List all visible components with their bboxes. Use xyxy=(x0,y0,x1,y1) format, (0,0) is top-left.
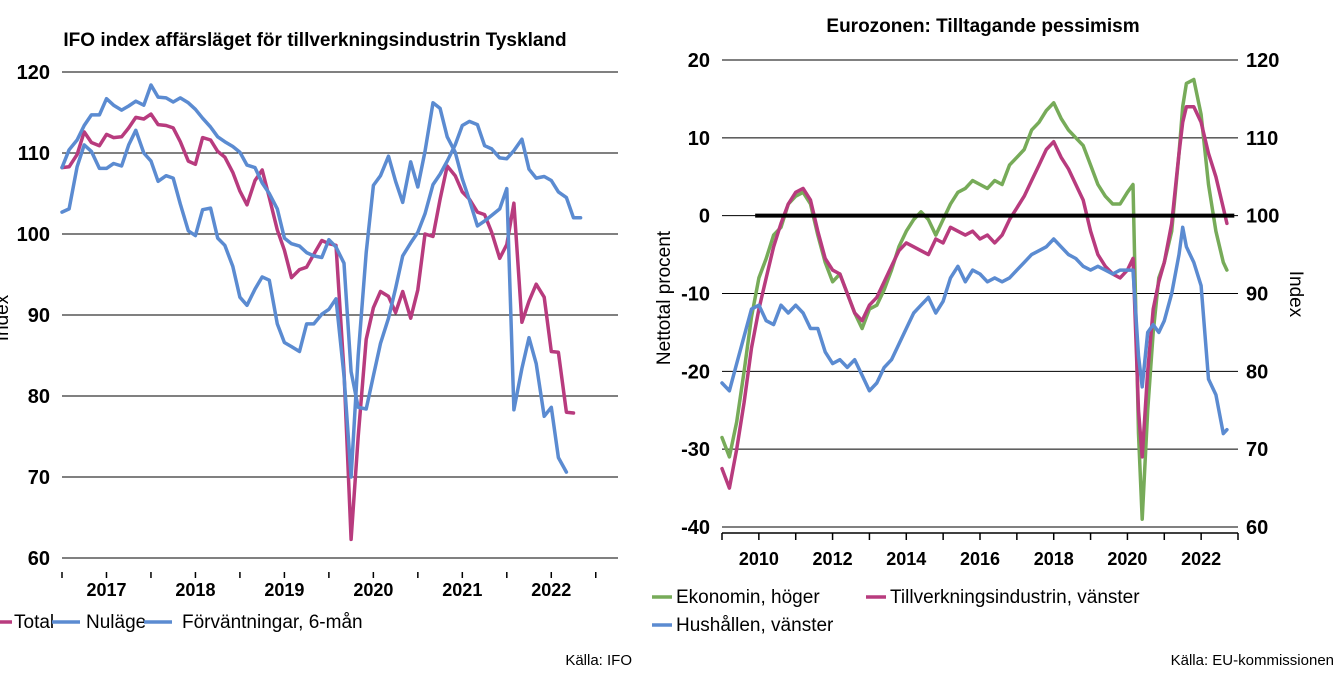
ifo-x-tick-label: 2022 xyxy=(531,580,571,600)
ifo-y-tick-label: 120 xyxy=(17,62,50,84)
ifo-x-tick-label: 2018 xyxy=(175,580,215,600)
eurozone-left-tick-label: -30 xyxy=(681,439,710,461)
legend-label-nulage: Nuläge xyxy=(86,612,146,633)
ifo-x-tick-label: 2021 xyxy=(442,580,482,600)
series-line-nulage xyxy=(60,83,583,411)
ifo-x-tick-label: 2019 xyxy=(264,580,304,600)
eurozone-left-tick-label: 10 xyxy=(688,128,710,150)
legend-label-forvantningar-6-man: Förväntningar, 6-mån xyxy=(182,612,363,633)
eurozone-left-axis-label: Nettotal procent xyxy=(654,230,675,365)
ifo-y-axis-label: Index xyxy=(0,294,13,341)
eurozone-series-group xyxy=(720,77,1229,521)
eurozone-left-tick-label: -20 xyxy=(681,361,710,383)
eurozone-right-tick-label: 70 xyxy=(1246,439,1268,461)
eurozone-x-tick-label: 2018 xyxy=(1034,549,1074,569)
series-line-ekonomin-hoger xyxy=(720,77,1229,521)
eurozone-right-axis-label: Index xyxy=(1285,271,1306,318)
ifo-legend: Total Nuläge Förväntningar, 6-mån xyxy=(0,612,363,633)
eurozone-right-tick-label: 100 xyxy=(1246,206,1279,228)
ifo-y-tick-label: 70 xyxy=(28,467,50,489)
ifo-y-tick-label: 80 xyxy=(28,386,50,408)
legend-label-ekonomin-hoger: Ekonomin, höger xyxy=(676,587,820,608)
ifo-x-tick-label: 2017 xyxy=(86,580,126,600)
ifo-chart: IFO index affärsläget för tillverkningsi… xyxy=(0,30,632,669)
eurozone-x-tick-label: 2020 xyxy=(1107,549,1147,569)
ifo-x-tick-label: 2020 xyxy=(353,580,393,600)
eurozone-right-y-axis: 60 70 80 90 100 110 120 xyxy=(1246,50,1279,539)
eurozone-left-tick-label: 20 xyxy=(688,50,710,72)
eurozone-x-tick-label: 2014 xyxy=(886,549,926,569)
eurozone-x-tick-label: 2022 xyxy=(1181,549,1221,569)
eurozone-legend: Ekonomin, höger Tillverkningsindustrin, v… xyxy=(652,587,1140,636)
ifo-source: Källa: IFO xyxy=(565,652,632,669)
series-line-forvantningar-6-man xyxy=(60,101,569,479)
legend-label-hushallen-vanster: Hushållen, vänster xyxy=(676,615,834,636)
eurozone-left-tick-label: 0 xyxy=(699,206,710,228)
eurozone-left-y-axis: -40 -30 -20 -10 0 10 20 xyxy=(681,50,710,539)
eurozone-chart-title: Eurozonen: Tilltagande pessimism xyxy=(826,16,1139,37)
ifo-gridlines xyxy=(62,71,618,559)
eurozone-source: Källa: EU-kommissionen xyxy=(1171,652,1334,669)
eurozone-x-tick-label: 2016 xyxy=(960,549,1000,569)
series-line-total xyxy=(60,112,576,542)
eurozone-x-tick-label: 2010 xyxy=(739,549,779,569)
ifo-y-tick-label: 100 xyxy=(17,224,50,246)
eurozone-right-tick-label: 90 xyxy=(1246,284,1268,306)
ifo-chart-title: IFO index affärsläget för tillverkningsi… xyxy=(63,30,566,51)
eurozone-right-tick-label: 120 xyxy=(1246,50,1279,72)
ifo-x-axis: 2017 2018 2019 2020 2021 2022 xyxy=(61,572,597,600)
ifo-y-tick-label: 60 xyxy=(28,548,50,570)
eurozone-x-tick-label: 2012 xyxy=(813,549,853,569)
legend-label-tillverkningsindustrin-vanster: Tillverkningsindustrin, vänster xyxy=(890,587,1140,608)
eurozone-chart: Eurozonen: Tilltagande pessimism -40-30-… xyxy=(652,16,1334,669)
ifo-y-axis: 60 70 80 90 100 110 120 xyxy=(17,62,50,570)
eurozone-right-tick-label: 80 xyxy=(1246,361,1268,383)
ifo-y-tick-label: 110 xyxy=(18,143,50,165)
eurozone-left-tick-label: -10 xyxy=(681,284,710,306)
ifo-series-group xyxy=(60,83,583,542)
eurozone-right-tick-label: 60 xyxy=(1246,517,1268,539)
series-line-hushallen-vanster xyxy=(720,225,1229,436)
ifo-y-tick-label: 90 xyxy=(28,305,50,327)
eurozone-left-tick-label: -40 xyxy=(681,517,710,539)
eurozone-gridlines xyxy=(722,59,1238,528)
legend-label-total: Total xyxy=(14,612,54,633)
eurozone-right-tick-label: 110 xyxy=(1246,128,1278,150)
series-line-tillverkningsindustrin-vanster xyxy=(720,104,1229,490)
eurozone-x-axis: 2010 2012 2014 2016 2018 2020 2022 xyxy=(721,532,1239,569)
